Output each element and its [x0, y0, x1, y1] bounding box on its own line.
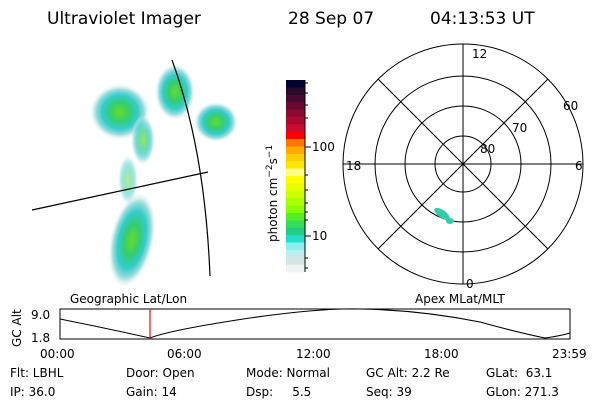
colorbar-swatch: [286, 235, 305, 243]
colorbar-swatch: [286, 139, 305, 147]
x-tick-1800: 18:00: [424, 347, 459, 361]
colorbar-swatch: [286, 168, 305, 177]
status-mode: Mode: Normal: [246, 366, 330, 380]
colorbar-swatch: [286, 87, 305, 96]
status-glon: GLon: 271.3: [486, 385, 559, 399]
colorbar-swatch: [286, 153, 305, 162]
lat-label-60: 60: [563, 99, 578, 113]
date-label: 28 Sep 07: [288, 9, 374, 29]
status-ip: IP: 36.0: [10, 385, 55, 399]
colorbar-swatch: [286, 257, 305, 266]
colorbar-unit-label: photon cm−2s−1: [265, 145, 280, 242]
status-gain: Gain: 14: [126, 385, 177, 399]
colorbar-swatch: [286, 183, 305, 192]
latitude-line: [31, 171, 209, 211]
timeline-y-label: GC Alt: [10, 309, 24, 347]
x-tick-2359: 23:59: [552, 347, 587, 361]
colorbar-swatch: [286, 205, 305, 214]
colorbar-swatch: [286, 176, 305, 184]
colorbar-swatch: [286, 264, 305, 273]
status-door: Door: Open: [126, 366, 195, 380]
colorbar-swatch: [286, 116, 305, 125]
instrument-title: Ultraviolet Imager: [47, 9, 201, 29]
status-gc-alt: GC Alt: 2.2 Re: [366, 366, 450, 380]
colorbar-swatch: [286, 80, 305, 88]
status-glat: GLat: 63.1: [486, 366, 552, 380]
colorbar-swatch: [286, 198, 305, 207]
colorbar-tick-10: 10: [312, 229, 327, 243]
mlt-label-18: 18: [346, 159, 361, 173]
timeline-right-title: Apex MLat/MLT: [415, 292, 505, 306]
colorbar-swatch: [286, 190, 305, 199]
mlt-label-0: 0: [466, 277, 474, 291]
x-tick-1200: 12:00: [296, 347, 331, 361]
colorbar-swatch: [286, 109, 305, 118]
colorbar-swatch: [286, 124, 305, 133]
y-tick-1.8: 1.8: [31, 331, 50, 345]
colorbar-swatch: [286, 102, 305, 111]
colorbar-swatch: [286, 249, 305, 258]
colorbar-tick-100: 100: [312, 140, 335, 154]
colorbar-swatch: [286, 212, 305, 221]
timeline-left-title: Geographic Lat/Lon: [70, 292, 187, 306]
polar-plot: [342, 43, 584, 285]
mlt-label-12: 12: [472, 47, 487, 61]
status-filter: Flt: LBHL: [10, 366, 64, 380]
y-tick-9.0: 9.0: [31, 308, 50, 322]
colorbar-swatch: [286, 220, 305, 229]
altitude-curve: [59, 308, 571, 339]
colorbar-swatch: [286, 161, 305, 170]
x-tick-0000: 00:00: [40, 347, 75, 361]
mlt-label-6: 6: [575, 159, 583, 173]
colorbar-swatch: [286, 242, 305, 251]
colorbar: [286, 80, 311, 273]
time-label: 04:13:53 UT: [430, 9, 535, 29]
colorbar-swatch: [286, 94, 305, 103]
status-dsp: Dsp: 5.5: [246, 385, 311, 399]
lat-label-80: 80: [480, 142, 495, 156]
status-seq: Seq: 39: [366, 385, 412, 399]
lat-label-70: 70: [512, 121, 527, 135]
colorbar-swatch: [286, 227, 305, 236]
altitude-plot-frame: [59, 308, 571, 340]
longitude-line: [171, 59, 211, 277]
x-tick-0600: 06:00: [167, 347, 202, 361]
colorbar-swatch: [286, 146, 305, 155]
auroral-image: [31, 59, 238, 288]
colorbar-swatch: [286, 131, 305, 140]
